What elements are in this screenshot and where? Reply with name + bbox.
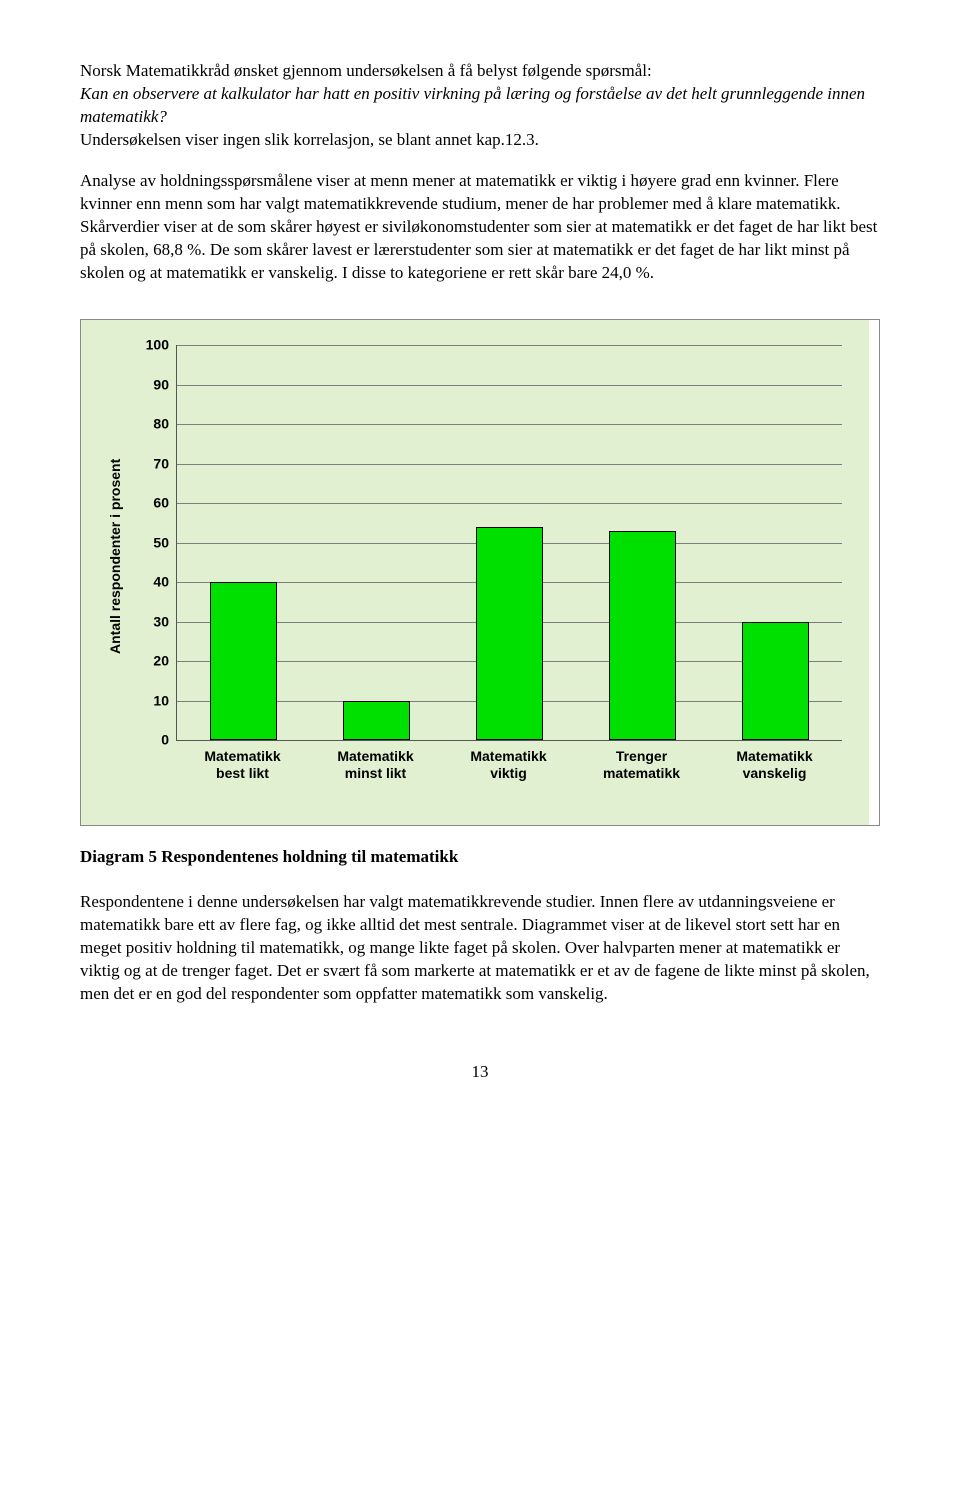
x-label: Matematikk minst likt: [316, 748, 436, 780]
x-label: Matematikk viktig: [449, 748, 569, 780]
ytick-label: 40: [153, 573, 177, 592]
analysis-paragraph: Analyse av holdningsspørsmålene viser at…: [80, 170, 880, 285]
ytick-label: 10: [153, 691, 177, 710]
y-axis-title: Antall respondenter i prosent: [106, 458, 125, 653]
intro-paragraph: Norsk Matematikkråd ønsket gjennom under…: [80, 60, 880, 152]
intro-line1: Norsk Matematikkråd ønsket gjennom under…: [80, 61, 652, 80]
x-labels: Matematikk best likt Matematikk minst lik…: [176, 748, 841, 780]
bar: [210, 582, 277, 740]
intro-answer: Undersøkelsen viser ingen slik korrelasj…: [80, 130, 539, 149]
bar: [609, 531, 676, 740]
x-label: Trenger matematikk: [582, 748, 702, 780]
ytick-label: 80: [153, 415, 177, 434]
ytick-label: 30: [153, 612, 177, 631]
ytick-label: 90: [153, 375, 177, 394]
caption-label: Diagram 5: [80, 847, 157, 866]
chart-container: 0102030405060708090100Antall respondente…: [80, 319, 880, 826]
ytick-label: 50: [153, 533, 177, 552]
x-label: Matematikk vanskelig: [715, 748, 835, 780]
bar: [343, 701, 410, 741]
plot-area: 0102030405060708090100: [176, 345, 842, 741]
page-number: 13: [80, 1061, 880, 1084]
ytick-label: 100: [146, 336, 177, 355]
ytick-label: 60: [153, 494, 177, 513]
ytick-label: 20: [153, 652, 177, 671]
x-label: Matematikk best likt: [183, 748, 303, 780]
bar-chart: 0102030405060708090100Antall respondente…: [81, 320, 869, 825]
bar: [742, 622, 809, 741]
caption-text: Respondentenes holdning til matematikk: [157, 847, 458, 866]
ytick-label: 0: [161, 731, 177, 750]
bar: [476, 527, 543, 740]
chart-caption: Diagram 5 Respondentenes holdning til ma…: [80, 846, 880, 869]
intro-question: Kan en observere at kalkulator har hatt …: [80, 84, 865, 126]
conclusion-paragraph: Respondentene i denne undersøkelsen har …: [80, 891, 880, 1006]
ytick-label: 70: [153, 454, 177, 473]
bars-group: [177, 345, 842, 740]
